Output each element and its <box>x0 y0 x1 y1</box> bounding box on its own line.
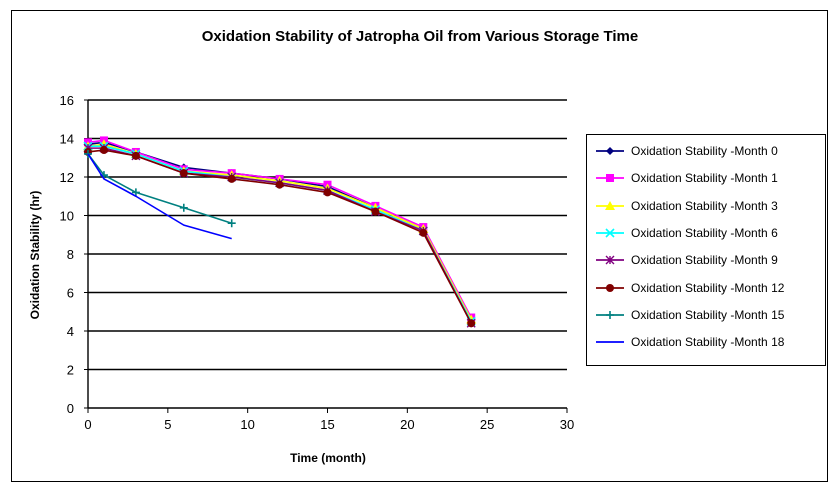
legend-item: Oxidation Stability -Month 15 <box>595 305 784 325</box>
legend-swatch <box>596 228 624 238</box>
series-line <box>87 139 472 318</box>
series-line <box>87 149 472 324</box>
legend-swatch <box>596 147 624 155</box>
y-tick-label: 14 <box>60 132 74 147</box>
legend-label: Oxidation Stability -Month 3 <box>631 198 778 213</box>
data-point <box>99 146 108 155</box>
data-point <box>131 151 140 160</box>
y-tick-label: 4 <box>67 324 74 339</box>
legend-swatch-marker <box>605 255 615 265</box>
legend-label: Oxidation Stability -Month 18 <box>631 335 785 350</box>
legend-label: Oxidation Stability -Month 12 <box>631 280 785 295</box>
y-tick-label: 16 <box>60 93 74 108</box>
data-point <box>467 319 476 328</box>
data-point <box>419 228 428 237</box>
x-tick-label: 25 <box>480 417 494 432</box>
series-line <box>88 145 472 322</box>
y-tick-label: 12 <box>60 170 74 185</box>
data-point <box>131 188 140 197</box>
data-point <box>179 169 188 178</box>
chart-title: Oxidation Stability of Jatropha Oil from… <box>201 28 639 45</box>
legend-item: Oxidation Stability -Month 6 <box>595 223 778 243</box>
legend-item: Oxidation Stability -Month 3 <box>595 196 778 216</box>
legend-swatch <box>596 174 624 183</box>
legend-swatch-marker <box>606 147 614 155</box>
chart-legend: Oxidation Stability -Month 0 Oxidation St… <box>586 134 826 366</box>
data-point <box>227 219 236 228</box>
series-3 <box>83 141 476 326</box>
series-2 <box>83 139 477 324</box>
x-tick-label: 30 <box>560 417 574 432</box>
legend-swatch-marker <box>605 228 615 238</box>
y-tick-label: 2 <box>67 363 74 378</box>
legend-swatch-marker <box>606 310 614 319</box>
y-axis-label: Oxidation Stability (hr) <box>28 190 42 320</box>
legend-label: Oxidation Stability -Month 0 <box>631 144 778 158</box>
legend-label: Oxidation Stability -Month 1 <box>631 171 778 186</box>
y-tick-label: 10 <box>60 209 74 224</box>
legend-item: Oxidation Stability -Month 0 <box>595 141 778 161</box>
x-tick-label: 0 <box>84 417 91 432</box>
series-line <box>88 147 472 324</box>
x-tick-label: 10 <box>240 417 254 432</box>
series-7 <box>87 153 232 240</box>
legend-swatch-marker <box>606 174 614 183</box>
legend-swatch <box>596 341 624 343</box>
series-0 <box>84 138 476 326</box>
legend-swatch <box>596 200 624 210</box>
y-tick-label: 8 <box>67 247 74 262</box>
legend-swatch-marker <box>606 283 614 292</box>
legend-item: Oxidation Stability -Month 9 <box>595 250 778 270</box>
legend-item: Oxidation Stability -Month 1 <box>595 168 778 188</box>
x-tick-label: 5 <box>164 417 171 432</box>
series-line <box>87 141 472 322</box>
x-tick-label: 15 <box>320 417 334 432</box>
series-4 <box>83 143 476 328</box>
legend-swatch-marker <box>605 200 615 210</box>
series-5 <box>84 146 476 328</box>
series-line <box>87 143 472 320</box>
legend-label: Oxidation Stability -Month 9 <box>631 253 778 268</box>
y-tick-label: 0 <box>67 401 74 416</box>
series-line <box>87 153 232 240</box>
legend-swatch <box>596 310 624 319</box>
legend-item: Oxidation Stability -Month 18 <box>595 332 784 352</box>
legend-item: Oxidation Stability -Month 12 <box>595 278 784 298</box>
legend-label: Oxidation Stability -Month 15 <box>631 307 785 322</box>
legend-swatch <box>596 283 624 292</box>
x-axis-label: Time (month) <box>290 451 366 465</box>
data-point <box>323 188 332 197</box>
legend-swatch <box>596 255 624 265</box>
data-point <box>179 203 188 212</box>
legend-label: Oxidation Stability -Month 6 <box>631 225 778 240</box>
data-point <box>275 180 284 189</box>
data-point <box>227 174 236 183</box>
y-tick-label: 6 <box>67 286 74 301</box>
x-tick-label: 20 <box>400 417 414 432</box>
data-point <box>371 207 380 216</box>
